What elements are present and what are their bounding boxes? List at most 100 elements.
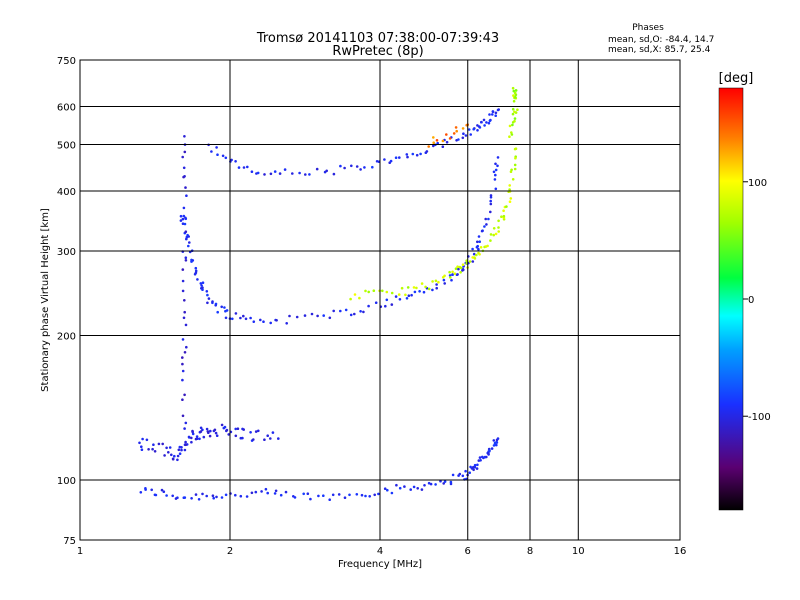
data-point-o bbox=[153, 450, 157, 453]
data-point-o bbox=[487, 121, 491, 125]
data-point-o bbox=[209, 429, 212, 433]
data-point-o bbox=[489, 210, 492, 214]
data-point-o bbox=[194, 266, 198, 270]
data-point-o bbox=[182, 316, 186, 320]
data-point-o bbox=[154, 493, 158, 497]
data-point-x bbox=[500, 215, 503, 218]
data-points bbox=[138, 86, 519, 502]
data-point-o bbox=[349, 313, 353, 317]
data-point-o bbox=[262, 320, 265, 324]
data-point-o bbox=[145, 438, 149, 442]
data-point-o bbox=[140, 448, 144, 452]
data-point-o bbox=[490, 447, 494, 450]
data-point-o bbox=[288, 314, 291, 318]
data-point-o bbox=[492, 439, 496, 442]
data-point-x bbox=[412, 286, 416, 289]
data-point-o bbox=[362, 310, 365, 314]
data-point-o bbox=[344, 308, 348, 312]
data-point-o bbox=[298, 171, 301, 175]
data-point-o bbox=[461, 136, 465, 140]
data-point-o bbox=[425, 150, 429, 153]
data-point-o bbox=[190, 436, 193, 440]
data-point-o bbox=[471, 247, 474, 251]
data-point-o bbox=[141, 437, 144, 441]
data-point-o bbox=[234, 427, 237, 431]
data-point-o bbox=[394, 156, 398, 159]
data-point-o bbox=[206, 293, 209, 297]
data-point-o bbox=[343, 496, 347, 500]
data-point-x bbox=[479, 246, 483, 249]
data-point-o bbox=[184, 323, 188, 327]
data-point-x bbox=[456, 265, 459, 269]
data-point-o bbox=[489, 196, 493, 199]
data-point-o bbox=[223, 306, 226, 309]
data-point-o bbox=[493, 178, 497, 181]
data-point-o bbox=[182, 214, 186, 218]
data-point-o bbox=[445, 140, 449, 144]
data-point-x bbox=[448, 137, 452, 140]
data-point-o bbox=[224, 493, 228, 497]
data-point-o bbox=[359, 168, 362, 171]
data-point-o bbox=[237, 166, 241, 169]
data-point-x bbox=[514, 89, 518, 92]
data-point-o bbox=[291, 172, 294, 175]
data-point-o bbox=[377, 492, 380, 496]
colorbar-label: [deg] bbox=[719, 71, 754, 86]
x-tick-label: 8 bbox=[527, 546, 533, 557]
data-point-o bbox=[234, 160, 237, 163]
data-point-o bbox=[196, 278, 199, 281]
y-tick-label: 500 bbox=[57, 141, 76, 152]
data-point-o bbox=[435, 283, 438, 286]
data-point-o bbox=[216, 310, 219, 314]
data-point-o bbox=[183, 448, 187, 452]
data-point-o bbox=[266, 491, 270, 495]
phase-stats-x: mean, sd,X: 85.7, 25.4 bbox=[608, 45, 711, 55]
data-point-o bbox=[489, 199, 493, 203]
data-point-o bbox=[194, 493, 198, 496]
data-point-o bbox=[496, 108, 500, 112]
data-point-o bbox=[212, 496, 215, 500]
data-point-x bbox=[511, 112, 515, 116]
data-point-o bbox=[443, 480, 447, 483]
data-point-x bbox=[512, 99, 516, 103]
data-point-o bbox=[239, 316, 242, 320]
data-point-x bbox=[441, 139, 445, 143]
chart-subtitle: RwPretec (8p) bbox=[332, 44, 423, 59]
data-point-o bbox=[494, 168, 498, 172]
data-point-o bbox=[198, 437, 201, 441]
data-point-o bbox=[181, 222, 185, 225]
x-tick-label: 10 bbox=[572, 546, 585, 557]
data-point-o bbox=[181, 362, 184, 366]
data-point-o bbox=[181, 155, 184, 159]
data-point-o bbox=[181, 279, 185, 283]
x-axis-label: Frequency [MHz] bbox=[338, 559, 422, 570]
data-point-o bbox=[316, 314, 319, 318]
data-point-o bbox=[439, 479, 442, 483]
data-point-x bbox=[510, 131, 513, 134]
data-point-o bbox=[310, 312, 314, 316]
data-point-o bbox=[230, 158, 233, 162]
y-tick-label: 300 bbox=[57, 247, 76, 258]
data-point-x bbox=[434, 279, 438, 283]
data-point-o bbox=[364, 494, 367, 498]
data-point-o bbox=[410, 293, 413, 297]
data-point-o bbox=[190, 260, 193, 263]
data-point-o bbox=[494, 114, 498, 117]
data-point-o bbox=[322, 494, 325, 498]
data-point-o bbox=[413, 290, 417, 294]
y-tick-label: 200 bbox=[57, 332, 76, 343]
data-point-o bbox=[483, 225, 486, 228]
data-point-x bbox=[513, 167, 517, 171]
data-point-o bbox=[220, 496, 224, 499]
data-point-o bbox=[339, 309, 342, 313]
x-axis-ticks: 1 2 4 6 8 10 16 bbox=[77, 546, 687, 557]
data-point-o bbox=[273, 170, 277, 173]
data-point-o bbox=[245, 495, 249, 498]
data-point-o bbox=[360, 493, 364, 497]
data-point-o bbox=[227, 433, 230, 436]
data-point-o bbox=[168, 446, 172, 449]
data-point-x bbox=[435, 139, 439, 142]
data-point-o bbox=[477, 247, 480, 251]
data-point-o bbox=[494, 441, 497, 445]
data-point-o bbox=[355, 493, 359, 496]
